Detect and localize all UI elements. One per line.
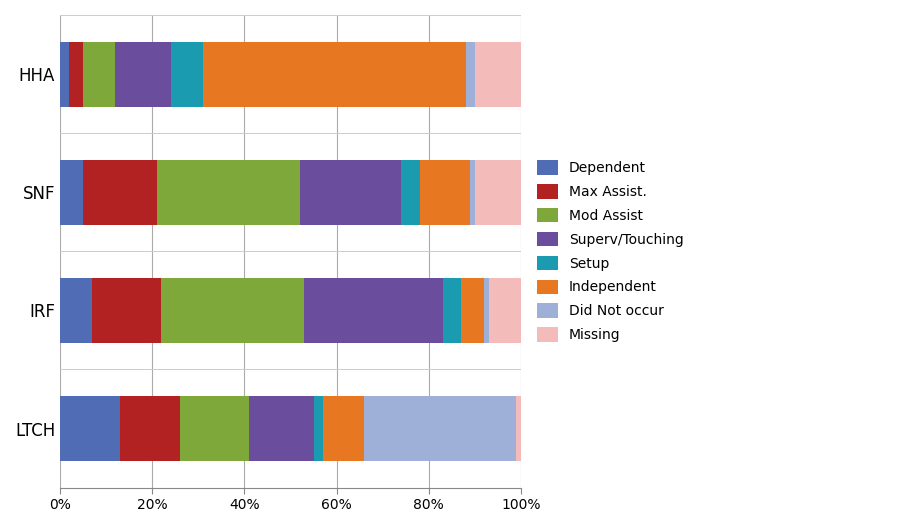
Bar bbox=[120, 396, 179, 461]
Bar bbox=[489, 278, 521, 343]
Bar bbox=[157, 160, 299, 225]
Bar bbox=[60, 42, 69, 106]
Bar bbox=[419, 160, 470, 225]
Bar bbox=[470, 160, 474, 225]
Bar bbox=[115, 42, 170, 106]
Bar bbox=[304, 278, 443, 343]
Bar bbox=[364, 396, 516, 461]
Bar bbox=[474, 42, 521, 106]
Bar bbox=[443, 278, 461, 343]
Bar bbox=[83, 42, 115, 106]
Bar bbox=[69, 42, 83, 106]
Bar bbox=[465, 42, 474, 106]
Bar bbox=[83, 160, 157, 225]
Bar bbox=[170, 42, 203, 106]
Bar bbox=[249, 396, 314, 461]
Bar bbox=[314, 396, 323, 461]
Legend: Dependent, Max Assist., Mod Assist, Superv/Touching, Setup, Independent, Did Not: Dependent, Max Assist., Mod Assist, Supe… bbox=[537, 161, 684, 342]
Bar bbox=[516, 396, 521, 461]
Bar bbox=[179, 396, 249, 461]
Bar bbox=[474, 160, 521, 225]
Bar bbox=[92, 278, 161, 343]
Bar bbox=[60, 278, 92, 343]
Bar bbox=[161, 278, 304, 343]
Bar bbox=[203, 42, 465, 106]
Bar bbox=[60, 396, 120, 461]
Bar bbox=[484, 278, 489, 343]
Bar bbox=[299, 160, 401, 225]
Bar bbox=[461, 278, 484, 343]
Bar bbox=[323, 396, 364, 461]
Bar bbox=[401, 160, 419, 225]
Bar bbox=[60, 160, 83, 225]
